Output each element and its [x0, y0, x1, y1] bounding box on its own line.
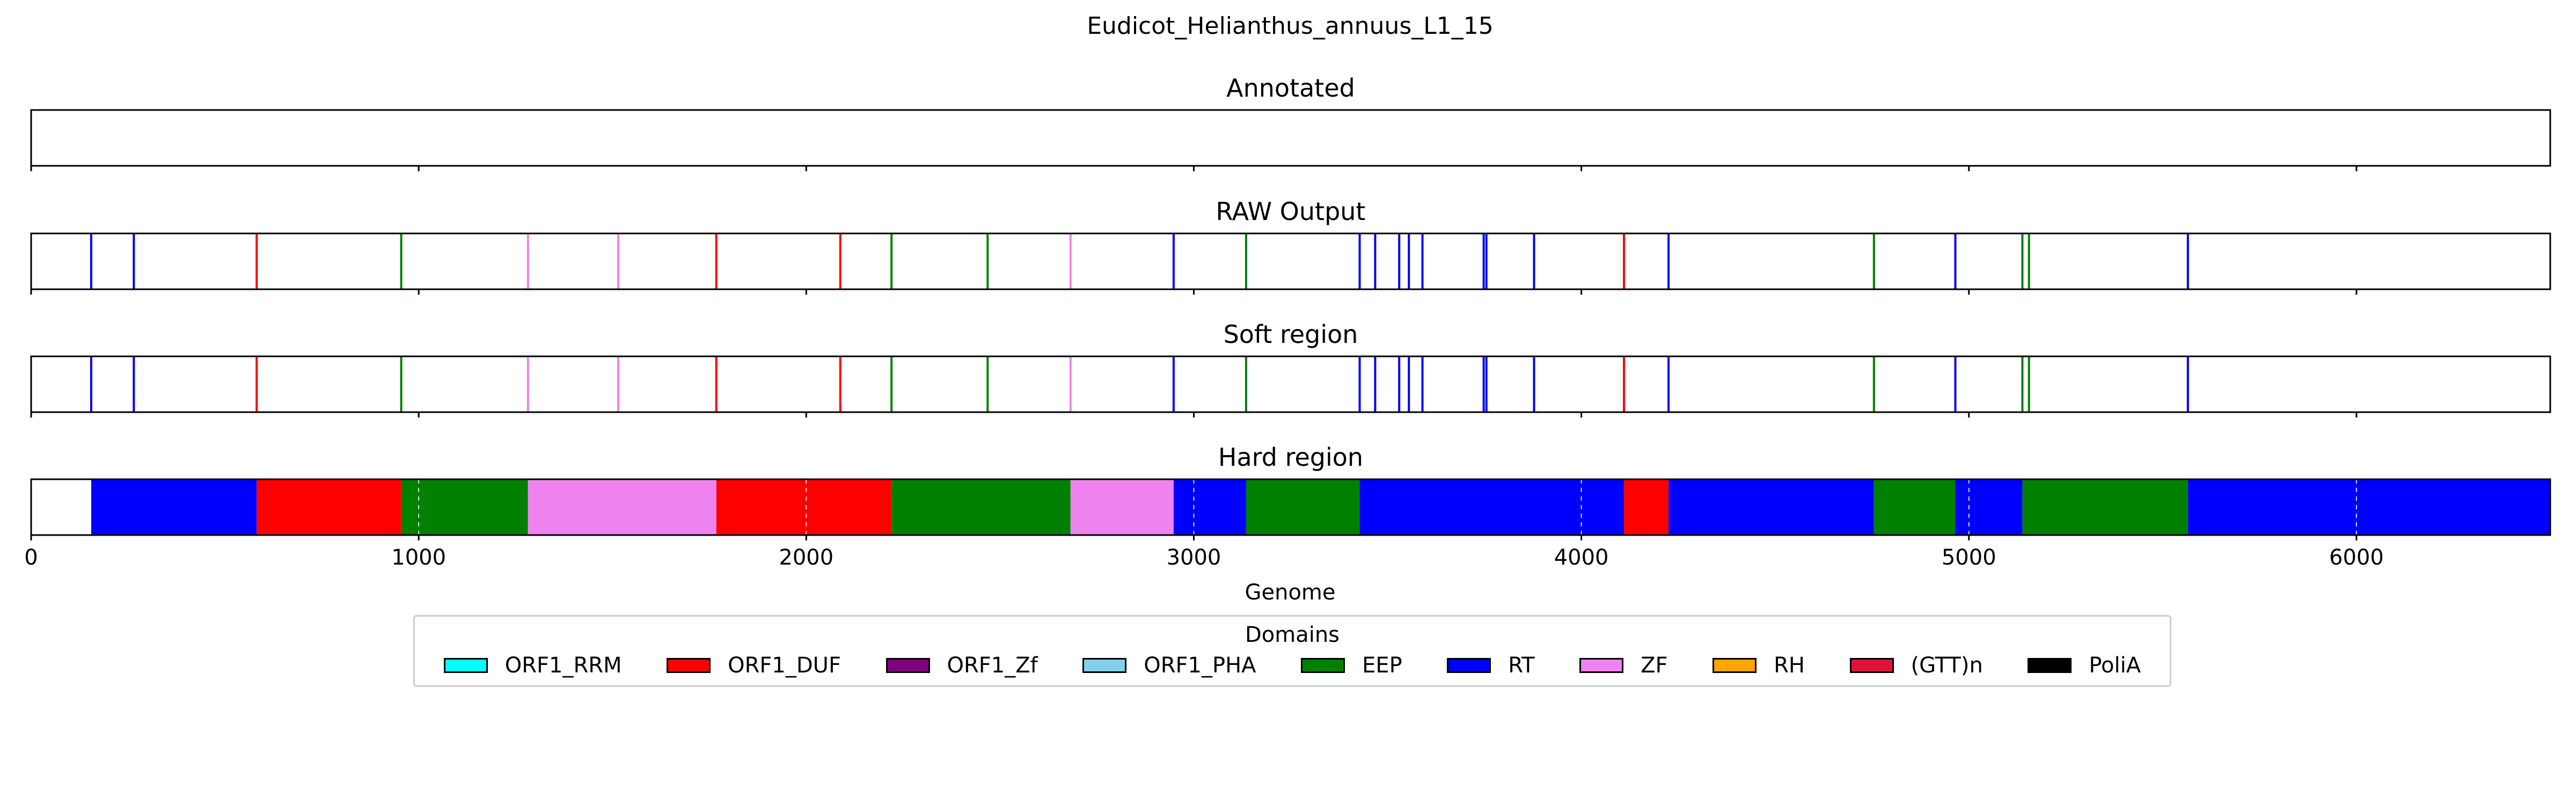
legend-swatch: [1849, 658, 1894, 673]
domain-block-orf1-duf: [257, 479, 401, 535]
figure-title: Eudicot_Helianthus_annuus_L1_15: [1087, 12, 1494, 40]
legend-swatch: [667, 658, 711, 673]
legend-label: PoliA: [2089, 653, 2141, 678]
x-tick-label: 4000: [1554, 545, 1609, 570]
legend-item-orf1-duf: ORF1_DUF: [667, 653, 841, 678]
legend-item-orf1-rrm: ORF1_RRM: [443, 653, 622, 678]
domain-block-zf: [528, 479, 716, 535]
legend-title: Domains: [1245, 623, 1340, 647]
legend-swatch: [443, 658, 488, 673]
legend-swatch: [885, 658, 930, 673]
legend-label: RT: [1508, 653, 1535, 678]
x-tick-label: 3000: [1167, 545, 1221, 570]
domain-block-zf: [1070, 479, 1174, 535]
legend-item-orf1-pha: ORF1_PHA: [1082, 653, 1256, 678]
x-tick-label: 5000: [1942, 545, 1996, 570]
x-tick-label: 0: [24, 545, 38, 570]
legend-label: ORF1_RRM: [504, 653, 622, 678]
legend-swatch: [1713, 658, 1757, 673]
panel-frame: [30, 355, 2551, 413]
domain-block-eep: [1874, 479, 1956, 535]
legend-label: (GTT)n: [1911, 653, 1983, 678]
panel-frame: [30, 478, 2551, 536]
legend-label: ORF1_PHA: [1144, 653, 1256, 678]
legend-swatch: [1082, 658, 1127, 673]
legend-item-eep: EEP: [1301, 653, 1402, 678]
domain-block-eep: [401, 479, 528, 535]
legend-item-rt: RT: [1447, 653, 1535, 678]
track-panels: Annotated RAW Output Soft region Hard regio…: [30, 74, 2551, 540]
legend-swatch: [1447, 658, 1491, 673]
legend-item-gtt-n: (GTT)n: [1849, 653, 1983, 678]
legend-item-orf1-zf: ORF1_Zf: [885, 653, 1038, 678]
legend-item-polia: PoliA: [2028, 653, 2141, 678]
legend-label: RH: [1774, 653, 1805, 678]
panel-hard-region: Hard region: [30, 443, 2551, 540]
panel-title: Annotated: [1226, 74, 1355, 103]
domain-block-rt: [2187, 479, 2550, 535]
domain-block-orf1-duf: [1624, 479, 1669, 535]
legend-swatch: [1579, 658, 1624, 673]
panel-annotated: Annotated: [30, 74, 2551, 171]
domain-block-rt: [91, 479, 257, 535]
legend-label: ORF1_DUF: [728, 653, 841, 678]
panel-frame: [30, 109, 2551, 167]
panel-title: Hard region: [1218, 443, 1363, 472]
panel-raw-output: RAW Output: [30, 197, 2551, 295]
legend-items: ORF1_RRM ORF1_DUF ORF1_Zf ORF1_PHA EEP RT ZF RH…: [421, 652, 2163, 679]
panel-soft-region: Soft region: [30, 320, 2551, 418]
legend-item-rh: RH: [1713, 653, 1805, 678]
domain-block-eep: [2022, 479, 2188, 535]
legend-item-zf: ZF: [1579, 653, 1668, 678]
panel-title: RAW Output: [1216, 197, 1366, 226]
legend-label: ORF1_Zf: [947, 653, 1038, 678]
x-axis-label: Genome: [1245, 580, 1335, 605]
legend-swatch: [2028, 658, 2072, 673]
legend-label: ZF: [1641, 653, 1668, 678]
x-axis: 0 1000 2000 3000 4000 5000 6000: [24, 545, 2384, 570]
panel-title: Soft region: [1224, 320, 1358, 349]
domain-block-eep: [891, 479, 1071, 535]
legend: Domains ORF1_RRM ORF1_DUF ORF1_Zf ORF1_PHA E…: [413, 615, 2171, 687]
legend-label: EEP: [1362, 653, 1402, 678]
domain-block-eep: [1246, 479, 1360, 535]
x-tick-label: 6000: [2329, 545, 2384, 570]
domain-block-rt: [1955, 479, 2023, 535]
panel-frame: [30, 232, 2551, 290]
domain-block-orf1-duf: [716, 479, 892, 535]
domain-block-rt: [1668, 479, 1874, 535]
x-tick-label: 1000: [391, 545, 446, 570]
domain-block-rt: [1359, 479, 1624, 535]
x-tick-label: 2000: [779, 545, 833, 570]
domain-block-rt: [1173, 479, 1246, 535]
legend-swatch: [1301, 658, 1345, 673]
